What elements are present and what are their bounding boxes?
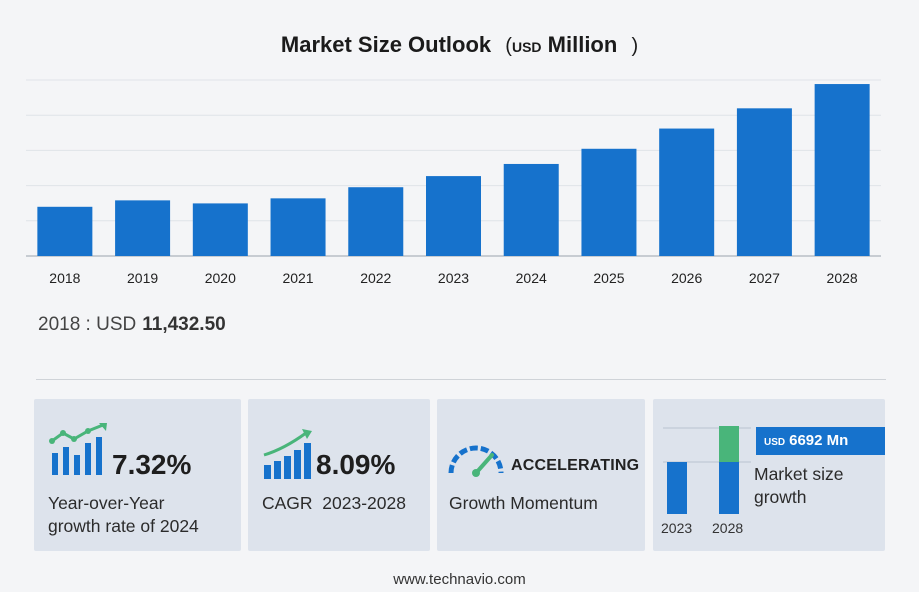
growth-line1: Market size bbox=[754, 464, 844, 484]
yoy-line2: growth rate of 2024 bbox=[48, 516, 199, 536]
x-tick-label-2024: 2024 bbox=[516, 270, 547, 286]
first-year-value: 2018 : USD 11,432.50 bbox=[38, 314, 226, 336]
growth-badge-currency: USD bbox=[764, 437, 786, 448]
growth-badge: USD 6692 Mn bbox=[756, 427, 885, 455]
growth-card: 2023 2028 USD 6692 Mn Market size growth bbox=[653, 399, 885, 551]
x-tick-label-2021: 2021 bbox=[282, 270, 313, 286]
x-tick-label-2019: 2019 bbox=[127, 270, 158, 286]
source-footer: www.technavio.com bbox=[393, 571, 526, 588]
bar-2028 bbox=[814, 84, 870, 256]
yoy-value: 7.32% bbox=[112, 449, 192, 480]
momentum-value: ACCELERATING bbox=[511, 457, 640, 474]
chart-title-paren-close: ) bbox=[631, 35, 639, 57]
mini-bar-2028-base bbox=[719, 462, 739, 514]
x-tick-label-2026: 2026 bbox=[671, 270, 702, 286]
bar-2018 bbox=[37, 206, 93, 256]
section-divider bbox=[36, 379, 886, 380]
bar-chart: 2018 2019 2020 2021 2022 2023 2024 2025 2026 2027… bbox=[26, 79, 881, 286]
x-tick-label-2020: 2020 bbox=[205, 270, 236, 286]
bar-2019 bbox=[115, 200, 171, 256]
cagr-description: CAGR 2023-2028 bbox=[262, 493, 406, 513]
yoy-card: 7.32% Year-over-Year growth rate of 2024 bbox=[34, 399, 241, 551]
first-year-label: 2018 : USD bbox=[38, 314, 137, 335]
first-year-amount: 11,432.50 bbox=[142, 314, 226, 335]
mini-year-2023: 2023 bbox=[661, 520, 693, 536]
chart-title-unit: Million bbox=[547, 32, 618, 57]
yoy-line1: Year-over-Year bbox=[48, 493, 165, 513]
mini-growth-chart bbox=[663, 426, 751, 514]
growth-description: Market size growth bbox=[754, 463, 843, 509]
chart-title-paren-open: ( bbox=[505, 35, 512, 57]
bar-2020 bbox=[192, 203, 248, 256]
x-tick-label-2022: 2022 bbox=[360, 270, 391, 286]
yoy-description: Year-over-Year growth rate of 2024 bbox=[48, 492, 199, 538]
bar-2021 bbox=[270, 198, 326, 256]
momentum-description: Growth Momentum bbox=[449, 493, 598, 513]
growth-line2: growth bbox=[754, 487, 807, 507]
bar-2026 bbox=[659, 128, 715, 256]
mini-year-2028: 2028 bbox=[712, 520, 744, 536]
chart-title-main: Market Size Outlook bbox=[280, 32, 492, 57]
momentum-card: ACCELERATING Growth Momentum bbox=[437, 399, 645, 551]
mini-bar-2028-increment bbox=[719, 426, 739, 462]
speedometer-icon bbox=[448, 445, 504, 477]
growth-chart-icon bbox=[49, 423, 107, 475]
bar-2025 bbox=[581, 148, 637, 256]
bar-2022 bbox=[348, 187, 404, 256]
chart-title-currency: USD bbox=[511, 39, 542, 55]
bar-2024 bbox=[503, 163, 559, 256]
cagr-value: 8.09% bbox=[316, 449, 396, 480]
x-tick-label-2027: 2027 bbox=[749, 270, 780, 286]
rising-bars-icon bbox=[263, 429, 312, 479]
x-tick-label-2023: 2023 bbox=[438, 270, 469, 286]
growth-badge-value: 6692 Mn bbox=[789, 432, 849, 449]
x-tick-label-2018: 2018 bbox=[49, 270, 80, 286]
mini-bar-2023 bbox=[667, 462, 687, 514]
chart-title: Market Size Outlook (USD Million ) bbox=[0, 32, 919, 58]
bar-2023 bbox=[426, 176, 481, 256]
bar-2027 bbox=[736, 108, 792, 256]
x-tick-label-2028: 2028 bbox=[827, 270, 858, 286]
x-tick-label-2025: 2025 bbox=[593, 270, 624, 286]
cagr-card: 8.09% CAGR 2023-2028 bbox=[248, 399, 430, 551]
